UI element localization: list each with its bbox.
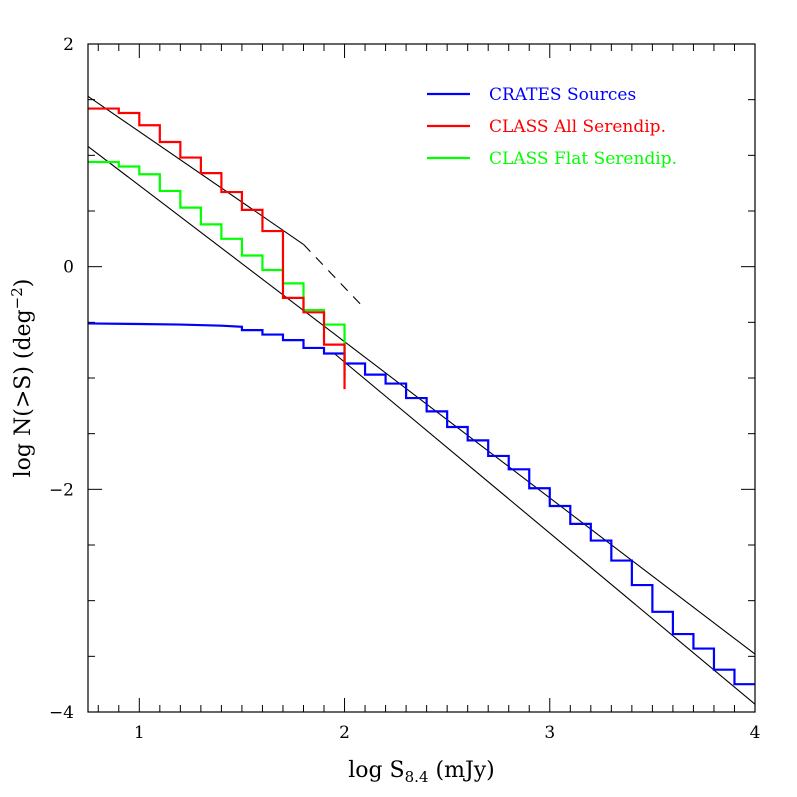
y-axis-label-superscript: −2 (8, 287, 26, 309)
series-class-all-serendip (88, 107, 346, 390)
fit-lines (87, 95, 756, 705)
legend: CRATES Sources CLASS All Serendip. CLASS F… (427, 85, 677, 169)
x-axis-label-unit: (mJy) (429, 758, 495, 783)
x-tick-label: 3 (544, 723, 555, 743)
x-axis-label-subscript: 8.4 (405, 768, 429, 786)
y-tick-label: −4 (49, 703, 74, 723)
legend-label: CLASS All Serendip. (489, 117, 666, 137)
y-tick-label: 0 (63, 258, 74, 278)
axis-ticks (88, 43, 756, 713)
y-tick-label: 2 (63, 35, 74, 55)
x-axis-label: log S8.4 (mJy) (348, 758, 495, 786)
y-tick-label: −2 (49, 480, 74, 500)
y-axis-label-main: log N(>S) (deg (11, 309, 36, 477)
power-law-fit-line (333, 353, 756, 705)
legend-label: CLASS Flat Serendip. (489, 149, 677, 169)
power-law-fit-line (303, 244, 366, 310)
series-crates-sources (87, 322, 755, 686)
data-series (87, 107, 755, 686)
legend-label: CRATES Sources (489, 85, 636, 105)
x-tick-label: 4 (750, 723, 761, 743)
x-axis-label-main: log S (348, 758, 404, 783)
series-class-flat-serendip (88, 160, 346, 378)
axis-tick-labels: 1 2 3 4 −4 −2 0 2 (49, 35, 760, 743)
y-axis-label-close: ) (11, 279, 36, 288)
x-tick-label: 1 (134, 723, 145, 743)
plot-frame (87, 43, 756, 713)
y-axis-label: log N(>S) (deg−2) (8, 279, 36, 478)
x-tick-label: 2 (339, 723, 350, 743)
power-law-fit-line (87, 95, 304, 245)
power-law-fit-line (87, 145, 756, 655)
